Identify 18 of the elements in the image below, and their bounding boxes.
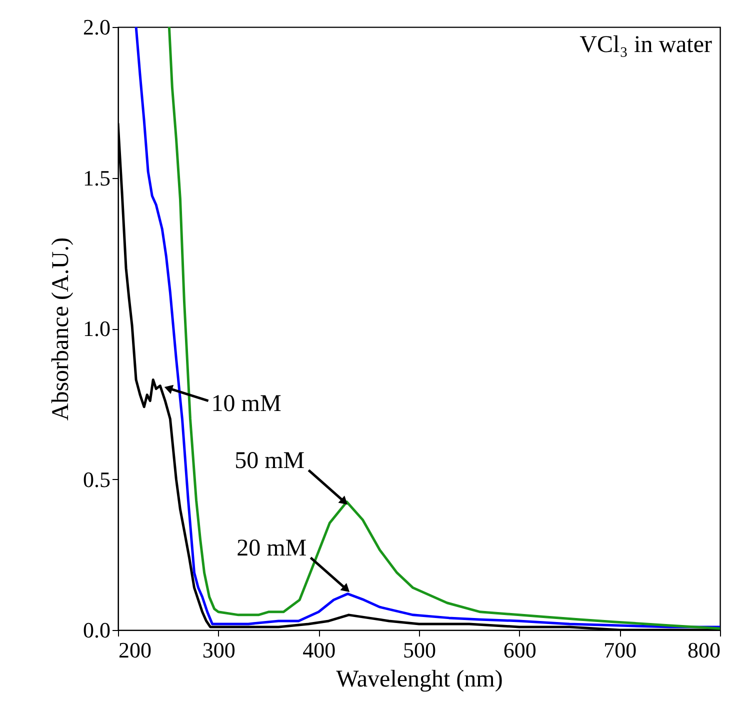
x-tick-label: 800 [688, 638, 720, 662]
y-tick-label: 1.5 [83, 165, 110, 190]
x-tick-label: 400 [302, 638, 336, 662]
x-tick-label: 500 [403, 638, 436, 662]
x-tick-label: 200 [118, 638, 152, 662]
annotation: 20 mM [236, 536, 307, 562]
annotation: VCl₃ in water [580, 32, 712, 58]
x-tick-label: 300 [202, 638, 236, 662]
y-tick-label: 0.0 [83, 618, 110, 642]
annotation: 10 mM [211, 390, 282, 417]
y-axis-title: Absorbance (A.U.) [48, 237, 74, 421]
y-tick-label: 0.5 [83, 466, 110, 492]
annotation: 50 mM [234, 448, 305, 474]
y-tick-label: 2.0 [83, 14, 110, 40]
x-tick-label: 700 [604, 638, 637, 662]
x-axis-title: Wavelenght (nm) [336, 666, 503, 692]
x-tick-label: 600 [503, 638, 536, 662]
y-tick-label: 1.0 [83, 316, 110, 341]
